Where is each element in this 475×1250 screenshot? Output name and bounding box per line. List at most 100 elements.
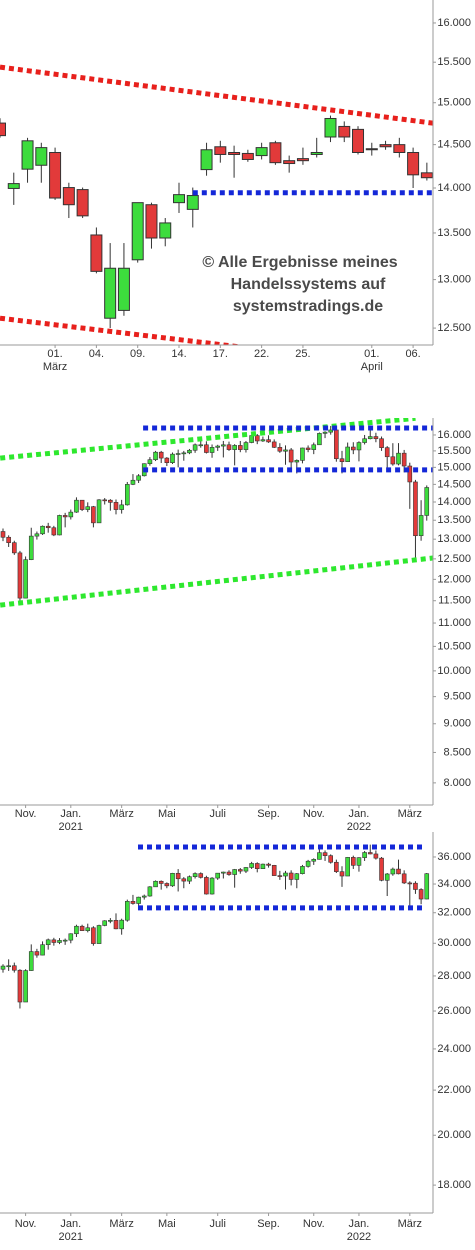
candle-body (339, 871, 345, 877)
y-tick-label: 14.500 (437, 139, 471, 151)
candle-body (228, 151, 241, 155)
candle-body (170, 453, 175, 463)
candle-body (158, 880, 164, 884)
candle-body (266, 439, 271, 443)
candle-body (294, 460, 300, 463)
candle-body (96, 499, 102, 524)
y-tick-label: 12.000 (437, 573, 471, 585)
y-tick-label: 12.500 (437, 322, 471, 334)
candle-body (413, 882, 418, 890)
candle-body (407, 882, 413, 885)
x-tick-label: 01. (47, 348, 62, 360)
x-tick-label: Sep. (257, 808, 280, 820)
candle-body (277, 875, 283, 877)
candle-body (266, 863, 271, 866)
candle-body (362, 438, 367, 443)
candle-body (119, 919, 124, 930)
candle-body (283, 449, 288, 452)
candle-body (49, 151, 62, 199)
candle-body (62, 187, 75, 206)
y-tick-label: 13.000 (437, 533, 471, 545)
x-tick-label: Mai (158, 808, 176, 820)
trend-line (0, 315, 246, 345)
trend-line (0, 555, 433, 608)
candle-body (260, 863, 266, 869)
candle-body (51, 527, 57, 536)
candle-body (373, 436, 379, 440)
candle-body (407, 465, 413, 483)
candle-body (345, 857, 350, 877)
y-tick-label: 14.500 (437, 478, 471, 490)
watermark: © Alle Ergebnisse meines (202, 254, 397, 271)
candle-body (322, 431, 328, 434)
y-tick-label: 22.000 (437, 1084, 471, 1096)
candle-body (396, 452, 401, 465)
candle-body (373, 853, 379, 859)
watermark: Handelssystems auf (231, 276, 386, 293)
candle-body (145, 204, 158, 239)
candle-body (294, 873, 300, 880)
y-tick-label: 16.000 (437, 17, 471, 29)
candle-body (418, 515, 424, 537)
candle-body (226, 871, 232, 875)
candle-body (334, 861, 339, 872)
candle-body (0, 531, 6, 538)
x-tick-label: 09. (130, 348, 145, 360)
candle-body (91, 506, 96, 524)
x-tick-label: Jan. (60, 1218, 81, 1230)
x-tick-label: März (398, 1218, 422, 1230)
candle-body (164, 883, 170, 887)
candle-body (283, 872, 288, 877)
candle-body (367, 852, 373, 855)
candle-body (23, 970, 28, 1003)
candle-body (34, 951, 40, 956)
candle-body (322, 852, 328, 856)
candle-body (317, 852, 322, 860)
candle-body (384, 447, 390, 458)
y-tick-label: 28.000 (437, 970, 471, 982)
candle-body (214, 146, 227, 155)
y-tick-label: 32.000 (437, 907, 471, 919)
candle-body (62, 939, 68, 942)
candle-body (40, 944, 45, 956)
x-tick-label: 01. (364, 348, 379, 360)
candle-body (104, 267, 117, 319)
candle-body (136, 475, 141, 481)
candle-body (192, 873, 198, 878)
candle-body (396, 868, 401, 875)
candle-body (159, 222, 172, 239)
candle-body (117, 267, 130, 311)
candle-body (362, 852, 367, 858)
candle-body (12, 542, 17, 554)
candle-body (393, 144, 406, 153)
candle-body (57, 515, 62, 536)
trend-line (0, 418, 416, 461)
candle-body (186, 195, 199, 210)
candle-body (338, 125, 351, 138)
candle-body (76, 189, 89, 217)
x-tick-sublabel: 2021 (59, 821, 83, 833)
candle-body (283, 160, 296, 165)
candle-body (141, 895, 147, 898)
x-tick-sublabel: 2022 (347, 1231, 371, 1243)
candle-body (413, 481, 418, 537)
y-tick-label: 24.000 (437, 1043, 471, 1055)
candle-body (153, 451, 158, 461)
candle-body (379, 144, 392, 148)
y-tick-label: 18.000 (437, 1179, 471, 1191)
candle-body (108, 920, 113, 922)
candle-body (74, 925, 79, 935)
y-tick-label: 9.500 (443, 691, 471, 703)
candle-body (131, 202, 144, 261)
x-tick-label: Nov. (15, 1218, 37, 1230)
candle-body (164, 457, 170, 463)
x-tick-label: 06. (405, 348, 420, 360)
trend-line (0, 64, 433, 126)
candle-body (305, 447, 311, 450)
candle-body (345, 446, 350, 463)
candle-body (418, 889, 424, 900)
candle-body (0, 965, 6, 970)
candle-body (390, 868, 396, 875)
candle-body (187, 449, 192, 454)
